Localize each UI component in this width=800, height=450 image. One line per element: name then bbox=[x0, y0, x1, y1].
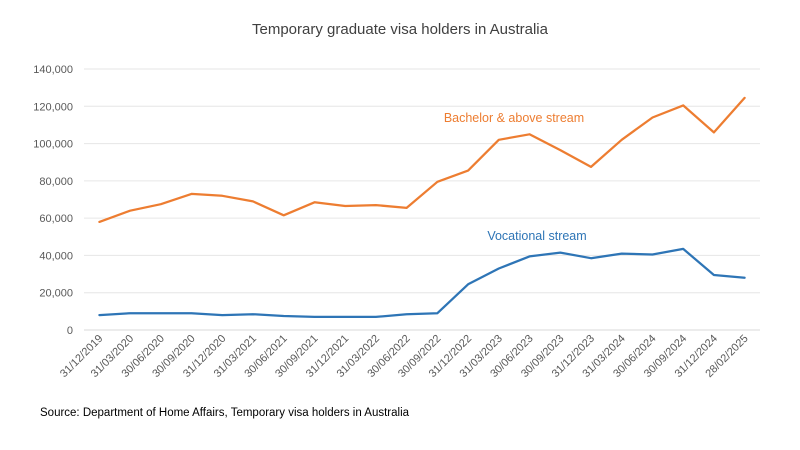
series-label-bachelor: Bachelor & above stream bbox=[444, 111, 584, 125]
y-tick-label: 40,000 bbox=[39, 250, 73, 262]
series-label-vocational: Vocational stream bbox=[487, 229, 586, 243]
y-tick-label: 20,000 bbox=[39, 288, 73, 300]
y-tick-label: 60,000 bbox=[39, 213, 73, 225]
y-tick-label: 0 bbox=[67, 325, 73, 337]
gridlines bbox=[84, 68, 760, 331]
y-axis-tick-labels: 0 20,000 40,000 60,000 80,000 100,000 120,000 1… bbox=[33, 64, 73, 337]
source-note: Source: Department of Home Affairs, Temp… bbox=[40, 407, 410, 419]
chart-title: Temporary graduate visa holders in Austr… bbox=[252, 21, 549, 38]
series-line-bachelor bbox=[98, 96, 746, 224]
series-lines bbox=[98, 96, 746, 319]
x-axis-tick-labels: 31/12/201931/03/202030/06/202030/09/2020… bbox=[58, 333, 751, 380]
y-tick-label: 80,000 bbox=[39, 176, 73, 188]
y-tick-label: 140,000 bbox=[33, 64, 73, 76]
series-line-vocational bbox=[98, 247, 746, 319]
y-tick-label: 100,000 bbox=[33, 139, 73, 151]
y-tick-label: 120,000 bbox=[33, 101, 73, 113]
